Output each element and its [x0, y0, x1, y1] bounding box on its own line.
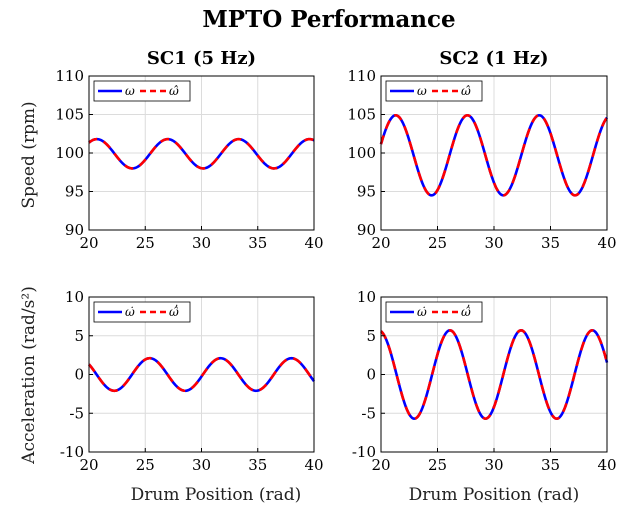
x-tick-label: 30 — [192, 234, 211, 252]
x-tick-label: 25 — [136, 456, 155, 474]
y-tick-label: 100 — [347, 144, 376, 162]
figure-title: MPTO Performance — [202, 6, 455, 33]
series-estimated-line — [88, 356, 316, 393]
x-tick-label: 35 — [248, 456, 267, 474]
y-tick-label: 10 — [65, 288, 84, 306]
x-axis-label-left: Drum Position (rad) — [131, 485, 302, 505]
y-tick-label: 5 — [366, 327, 376, 345]
legend-label-estimated: ω̂̇ — [461, 303, 471, 319]
legend-label-measured: ω̇ — [125, 305, 135, 319]
y-tick-label: 5 — [74, 327, 84, 345]
y-tick-label: 95 — [357, 183, 376, 201]
y-tick-label: -5 — [69, 404, 84, 422]
series-estimated-line — [379, 113, 609, 197]
y-tick-label: 105 — [347, 106, 376, 124]
x-tick-label: 35 — [248, 234, 267, 252]
x-tick-label: 25 — [428, 234, 447, 252]
y-tick-label: 110 — [347, 67, 376, 85]
x-tick-label: 20 — [371, 456, 390, 474]
y-tick-label: -10 — [60, 443, 84, 461]
x-tick-label: 35 — [541, 234, 560, 252]
x-tick-label: 20 — [371, 234, 390, 252]
x-tick-label: 40 — [304, 234, 323, 252]
x-tick-label: 30 — [192, 456, 211, 474]
x-axis-label-right: Drum Position (rad) — [409, 485, 580, 505]
chart-panel-1: 20 25 30 35 40 90 95 100 105 110 SC1 (5 Hz) ω ω̂ — [55, 48, 323, 252]
x-tick-label: 40 — [597, 456, 616, 474]
chart-panel-2: 20 25 30 35 40 90 95 100 105 110 SC2 (1 Hz) ω ω̂ — [347, 48, 616, 252]
chart-panel-3: 20 25 30 35 40 -10 -5 0 5 10 ω̇ ω̂̇ — [60, 288, 324, 474]
x-tick-label: 40 — [304, 456, 323, 474]
y-tick-label: 105 — [55, 106, 84, 124]
x-tick-label: 25 — [136, 234, 155, 252]
x-tick-label: 20 — [79, 456, 98, 474]
chart-panel-4: 20 25 30 35 40 -10 -5 0 5 10 ω̇ ω̂̇ — [352, 288, 617, 474]
x-tick-label: 25 — [428, 456, 447, 474]
y-tick-label: 90 — [357, 221, 376, 239]
legend-label-measured: ω — [125, 84, 135, 98]
y-tick-label: 110 — [55, 67, 84, 85]
y-tick-label: 90 — [65, 221, 84, 239]
x-tick-label: 40 — [597, 234, 616, 252]
panel-title: SC1 (5 Hz) — [147, 48, 256, 69]
legend-label-measured: ω̇ — [417, 305, 427, 319]
series-estimated-line — [380, 329, 609, 420]
x-tick-label: 30 — [484, 456, 503, 474]
legend-label-estimated: ω̂̇ — [169, 303, 179, 319]
legend-label-estimated: ω̂ — [169, 84, 179, 98]
y-tick-label: 100 — [55, 144, 84, 162]
y-tick-label: -5 — [361, 404, 376, 422]
x-tick-label: 30 — [484, 234, 503, 252]
x-tick-label: 20 — [79, 234, 98, 252]
series-estimated-line — [88, 137, 315, 170]
x-tick-label: 35 — [541, 456, 560, 474]
legend-label-estimated: ω̂ — [461, 84, 471, 98]
panel-title: SC2 (1 Hz) — [439, 48, 548, 69]
y-axis-label-acceleration: Acceleration (rad/s²) — [19, 286, 39, 465]
y-tick-label: 0 — [74, 366, 84, 384]
y-tick-label: 10 — [357, 288, 376, 306]
y-axis-label-speed: Speed (rpm) — [19, 101, 39, 208]
y-tick-label: -10 — [352, 443, 376, 461]
y-tick-label: 0 — [366, 366, 376, 384]
legend-label-measured: ω — [417, 84, 427, 98]
y-tick-label: 95 — [65, 183, 84, 201]
